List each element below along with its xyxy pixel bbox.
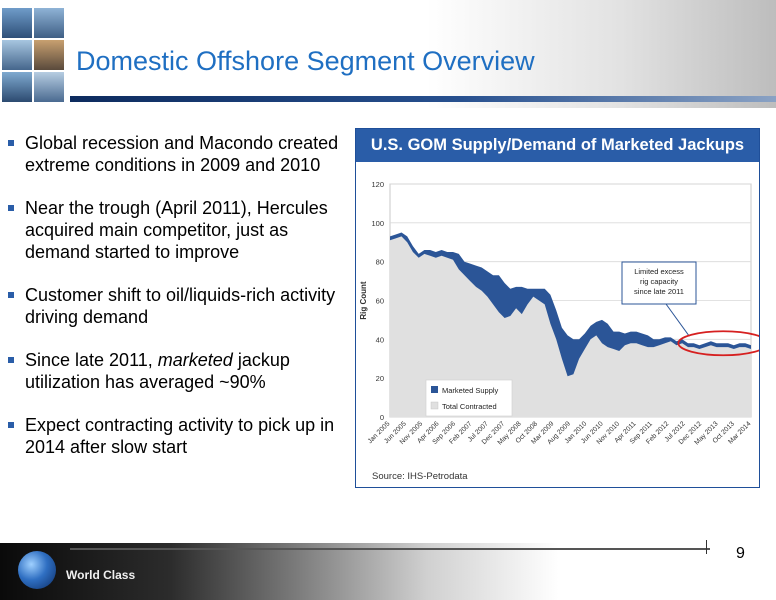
rig-photo-1 bbox=[2, 8, 32, 38]
rig-photo-2 bbox=[34, 8, 64, 38]
slide-footer bbox=[0, 543, 776, 600]
page-title: Domestic Offshore Segment Overview bbox=[76, 46, 535, 76]
bullet-square-icon bbox=[8, 205, 14, 211]
globe-icon bbox=[18, 551, 56, 589]
bullet-square-icon bbox=[8, 357, 14, 363]
y-tick-label: 0 bbox=[380, 413, 384, 422]
bullet-square-icon bbox=[8, 140, 14, 146]
footer-tagline: World Class bbox=[66, 568, 136, 582]
chart-panel: U.S. GOM Supply/Demand of Marketed Jacku… bbox=[355, 128, 760, 488]
legend-label-contracted: Total Contracted bbox=[442, 402, 497, 411]
rig-photo-4 bbox=[34, 40, 64, 70]
chart-source: Source: IHS-Petrodata bbox=[372, 471, 468, 482]
bullet-item: Near the trough (April 2011), Hercules a… bbox=[8, 197, 348, 263]
chart-panel-header: U.S. GOM Supply/Demand of Marketed Jacku… bbox=[356, 129, 759, 162]
rig-photo-3 bbox=[2, 40, 32, 70]
rig-photo-5 bbox=[2, 72, 32, 102]
bullet-item: Since late 2011, marketed jackup utiliza… bbox=[8, 349, 348, 393]
bullet-list: Global recession and Macondo created ext… bbox=[8, 132, 348, 479]
legend-box bbox=[425, 379, 513, 417]
y-tick-label: 80 bbox=[376, 258, 384, 267]
annotation-leader bbox=[665, 303, 690, 337]
legend-swatch-contracted bbox=[430, 401, 439, 410]
title-rule bbox=[70, 96, 776, 102]
bullet-square-icon bbox=[8, 292, 14, 298]
y-tick-label: 20 bbox=[376, 374, 384, 383]
y-tick-label: 40 bbox=[376, 335, 384, 344]
footer-rule bbox=[70, 548, 710, 550]
bullet-emphasis: marketed bbox=[157, 350, 233, 370]
annotation-text: Limited excess bbox=[634, 267, 684, 276]
highlight-ellipse bbox=[677, 330, 759, 357]
bullet-item: Global recession and Macondo created ext… bbox=[8, 132, 348, 176]
rig-photo-6 bbox=[34, 72, 64, 102]
y-tick-label: 100 bbox=[371, 219, 384, 228]
footer-tick bbox=[706, 540, 707, 554]
page-number: 9 bbox=[736, 545, 745, 562]
y-tick-label: 120 bbox=[371, 180, 384, 189]
chart-legend: Marketed Supply Total Contracted bbox=[425, 379, 513, 417]
legend-label-supply: Marketed Supply bbox=[442, 386, 499, 395]
annotation-text: rig capacity bbox=[640, 277, 678, 286]
annotation-box bbox=[621, 261, 697, 305]
y-axis-label: Rig Count bbox=[359, 281, 368, 320]
bullet-item: Expect contracting activity to pick up i… bbox=[8, 414, 348, 458]
bullet-item: Customer shift to oil/liquids-rich activ… bbox=[8, 284, 348, 328]
offshore-rig-photo-collage bbox=[2, 8, 66, 104]
series-total-contracted bbox=[390, 236, 751, 417]
legend-swatch-supply bbox=[431, 386, 438, 393]
slide-header bbox=[0, 0, 776, 108]
y-tick-label: 60 bbox=[376, 297, 384, 306]
annotation-text: since late 2011 bbox=[634, 287, 684, 296]
bullet-square-icon bbox=[8, 422, 14, 428]
